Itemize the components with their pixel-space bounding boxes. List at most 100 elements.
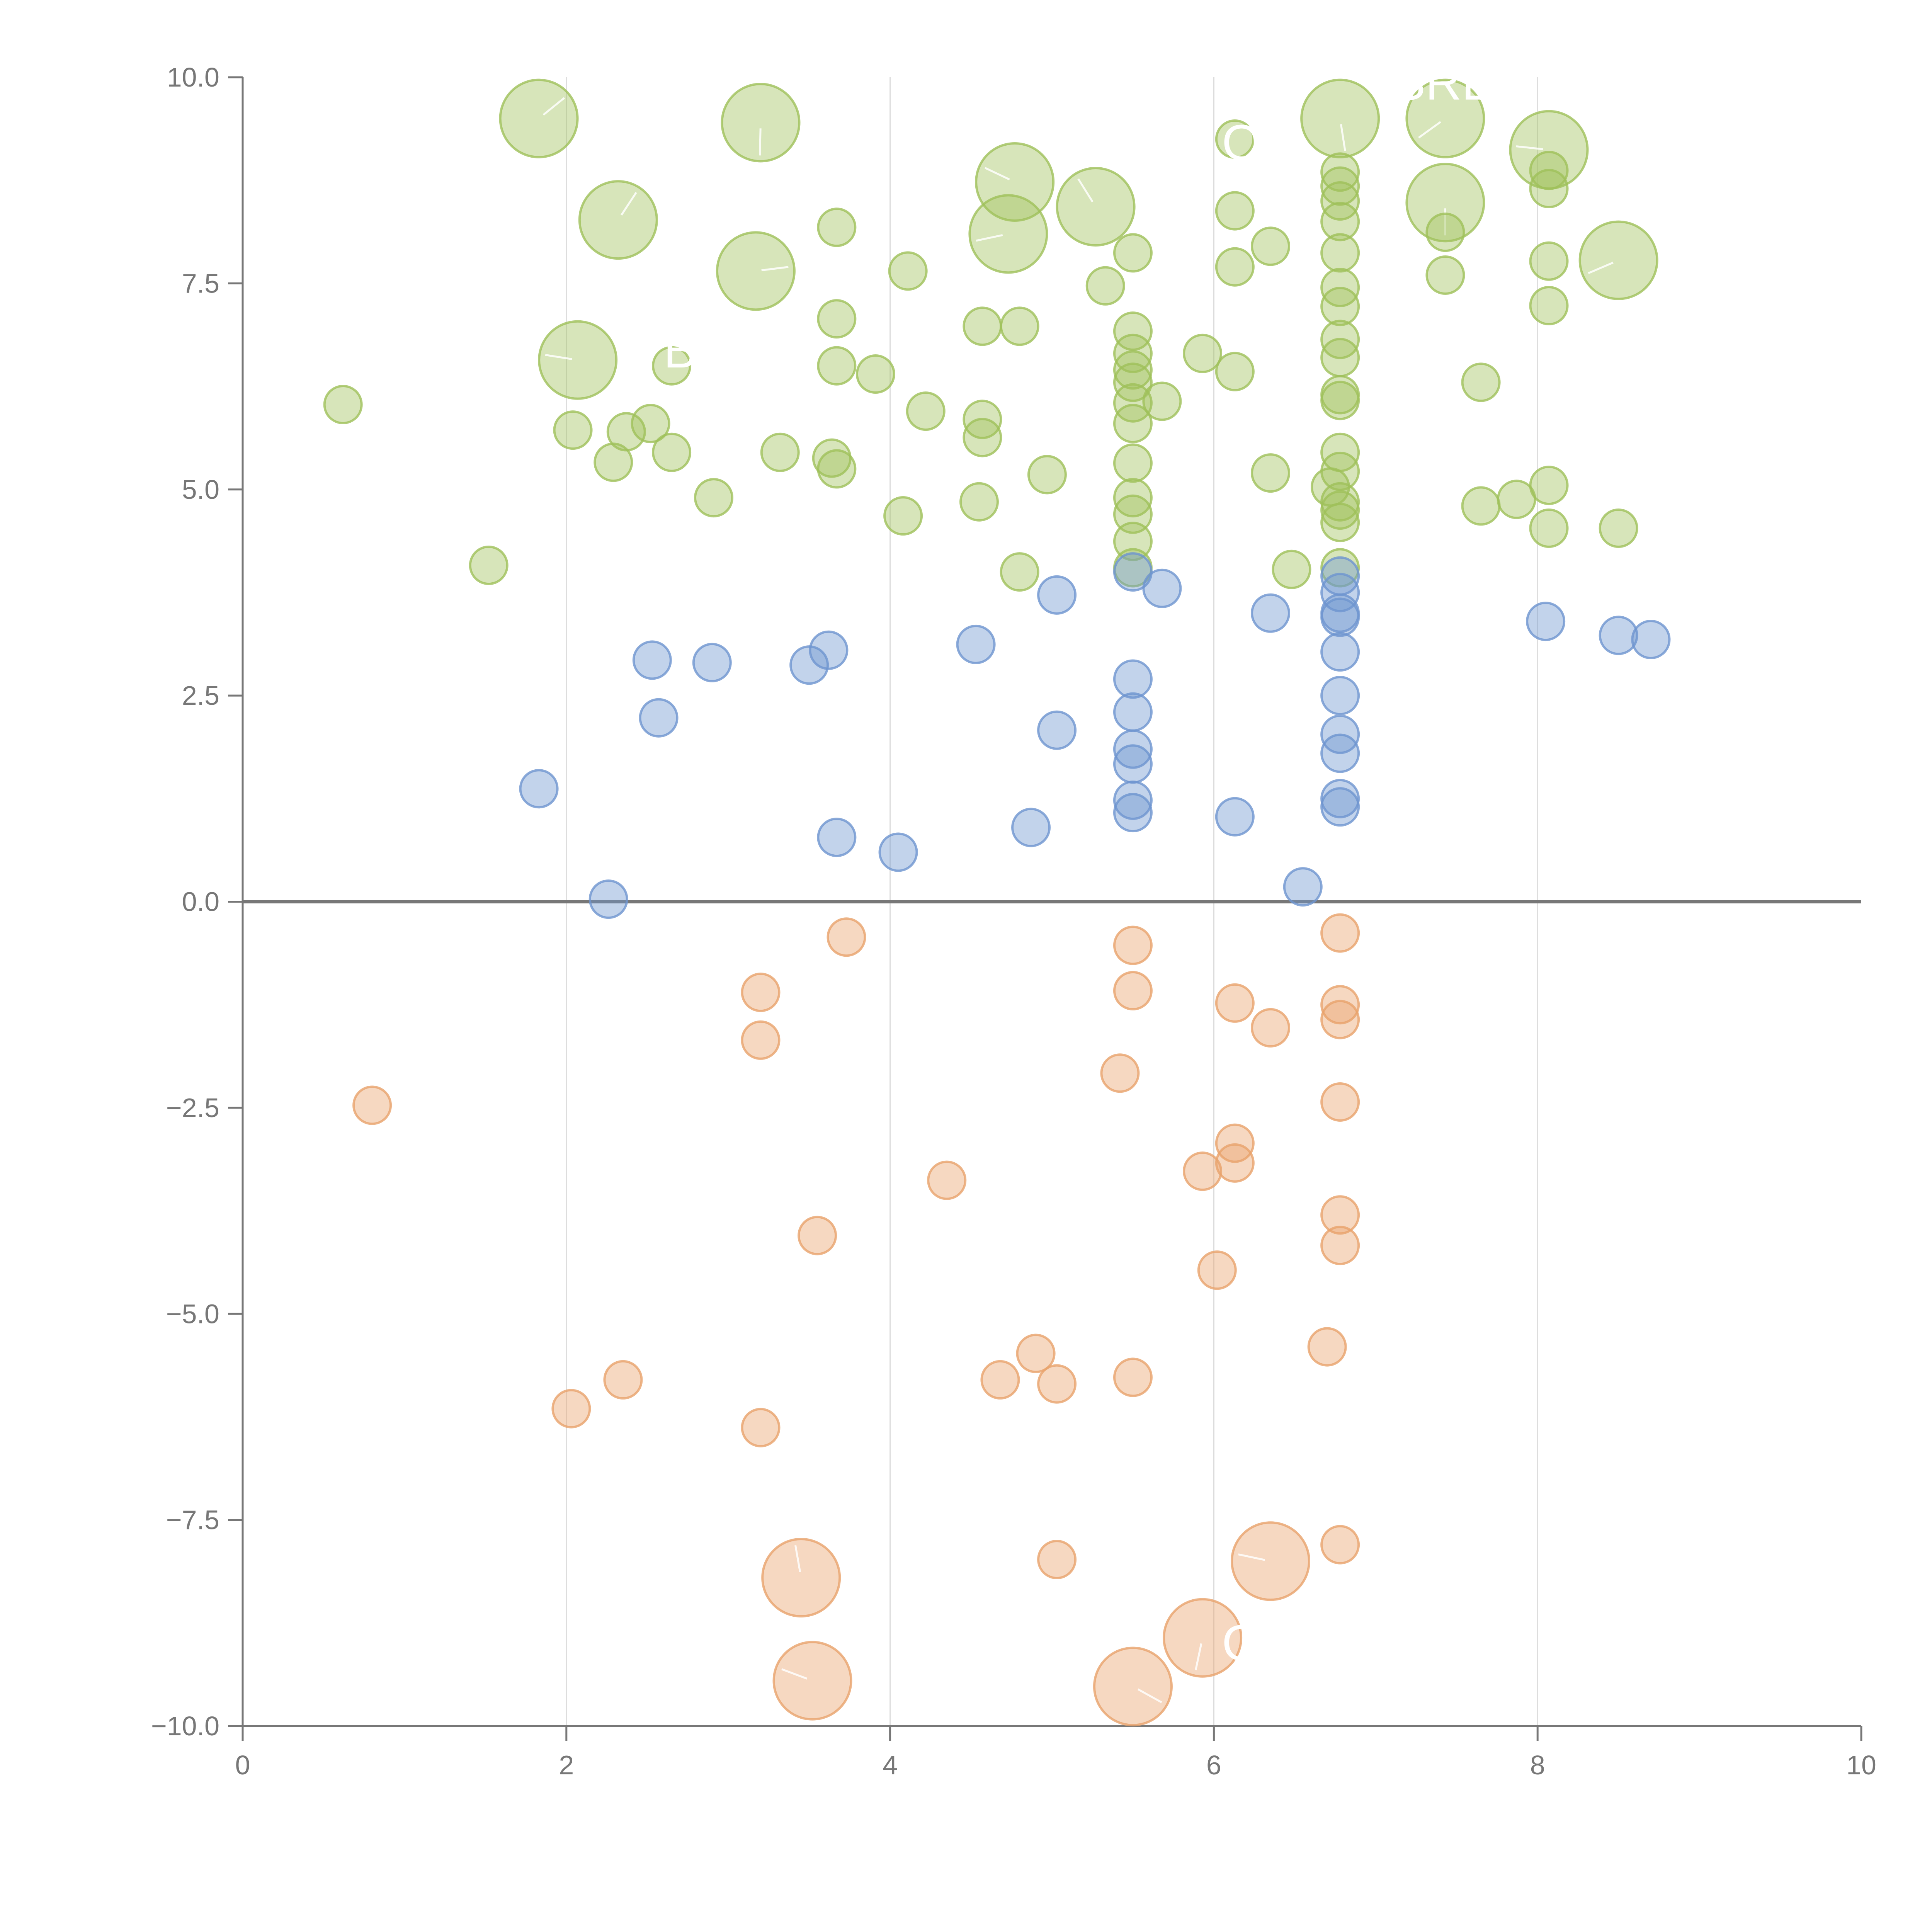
green-bubble [1113, 383, 1153, 423]
orange-bubble [1197, 1250, 1237, 1290]
green-bubble [1215, 247, 1255, 287]
green-bubble [1425, 255, 1465, 295]
y-tick-label: −7.5 [166, 1505, 219, 1535]
green-bubble [1251, 226, 1291, 266]
green-bubble [1320, 432, 1360, 472]
blue-bubble [1320, 676, 1360, 716]
green-bubble [1085, 266, 1125, 306]
orange-bubble [1037, 1540, 1077, 1580]
orange-bubble [741, 1020, 781, 1060]
blue-bubble [1215, 797, 1255, 837]
green-bubble [1251, 453, 1291, 493]
green-bubble [906, 391, 946, 431]
orange-bubble-leader [794, 1545, 801, 1572]
x-tick-label: 6 [1206, 1750, 1221, 1780]
green-bubble [1183, 333, 1223, 373]
blue-bubble [1037, 710, 1077, 750]
green-bubble [1000, 552, 1039, 592]
orange-bubble [741, 1408, 781, 1447]
green-bubble [1320, 268, 1360, 308]
blue-bubble [878, 832, 918, 872]
orange-bubble [1100, 1053, 1140, 1093]
y-tick-label: 10.0 [167, 62, 219, 92]
blue-bubble [1599, 616, 1638, 655]
green-bubble [1142, 381, 1182, 421]
green-bubble [553, 410, 593, 450]
green-bubble [1320, 166, 1360, 206]
green-bubble [1272, 549, 1311, 589]
green-bubble [817, 207, 857, 247]
blue-bubble [1113, 744, 1153, 784]
blue-bubble [1251, 593, 1291, 633]
green-bubble [855, 354, 895, 394]
green-bubble [812, 438, 852, 478]
green-bubble [883, 496, 923, 536]
y-tick-label: −5.0 [166, 1299, 219, 1329]
axes-layer: 0 2 4 6 8 10 10.0 7.5 5.0 2.5 0.0 −2.5 −5.0 −7.5 −10.0 [151, 62, 1876, 1780]
blue-bubble [519, 769, 559, 809]
green-bubble [1599, 509, 1638, 548]
green-bubble [1113, 362, 1153, 402]
green-bubble [1113, 478, 1153, 518]
blue-bubble [692, 643, 732, 682]
orange-bubble [352, 1085, 392, 1125]
y-tick-label: 0.0 [182, 887, 219, 917]
orange-bubble [1307, 1327, 1347, 1367]
orange-bubble [1320, 1000, 1360, 1039]
green-bubble [631, 404, 670, 444]
green-bubble [1000, 306, 1039, 346]
green-bubble [1320, 320, 1360, 359]
green-bubble [578, 180, 658, 260]
y-tick-label: 5.0 [182, 474, 219, 505]
blue-bubble [817, 818, 857, 857]
green-bubble [817, 449, 857, 489]
orange-bubble [1113, 925, 1153, 965]
green-bubble [1578, 220, 1658, 300]
blue-bubble [1113, 781, 1153, 820]
green-bubble [1529, 286, 1569, 325]
green-bubble [1215, 191, 1255, 231]
orange-bubble [1215, 1143, 1255, 1183]
green-bubble [1215, 352, 1255, 391]
green-bubble [1056, 167, 1136, 247]
orange-bubble-leader [1195, 1643, 1202, 1670]
orange-bubble [1016, 1333, 1056, 1373]
green-bubble [959, 482, 999, 522]
green-bubble [1113, 311, 1153, 351]
green-bubble-leader [1340, 124, 1346, 151]
orange-bubble-leader [781, 1668, 808, 1680]
green-bubble [323, 384, 363, 424]
blue-bubble [809, 630, 849, 670]
green-bubble [1300, 78, 1380, 158]
green-bubble [1529, 466, 1569, 505]
blue-bubble [1113, 692, 1153, 732]
orange-bubble [798, 1216, 837, 1255]
green-bubble [716, 231, 796, 311]
orange-bubble [1215, 1123, 1255, 1163]
green-bubble [1320, 181, 1360, 221]
orange-bubble [1320, 1082, 1360, 1122]
green-bubble [1320, 490, 1360, 530]
bubble-annotation: B [663, 322, 697, 378]
blue-bubble [1142, 568, 1182, 608]
orange-bubble [1320, 913, 1360, 953]
orange-bubble [1183, 1151, 1223, 1191]
orange-bubble [1113, 1357, 1153, 1397]
green-bubble [760, 432, 800, 472]
blue-bubble [1283, 867, 1323, 907]
orange-bubble-leader [1238, 1553, 1265, 1561]
green-bubble-leader [759, 128, 762, 156]
green-bubble [1320, 202, 1360, 242]
orange-bubble [741, 973, 781, 1012]
green-bubble [817, 346, 857, 386]
blue-bubble [1320, 556, 1360, 596]
orange-bubble [1320, 1525, 1360, 1565]
x-tick-label: 10 [1846, 1750, 1876, 1780]
orange-bubble [1251, 1008, 1291, 1048]
green-bubble [1529, 151, 1569, 190]
green-bubble [1405, 163, 1485, 243]
orange-bubble [1320, 1226, 1360, 1265]
green-bubble-leader [1418, 121, 1441, 139]
